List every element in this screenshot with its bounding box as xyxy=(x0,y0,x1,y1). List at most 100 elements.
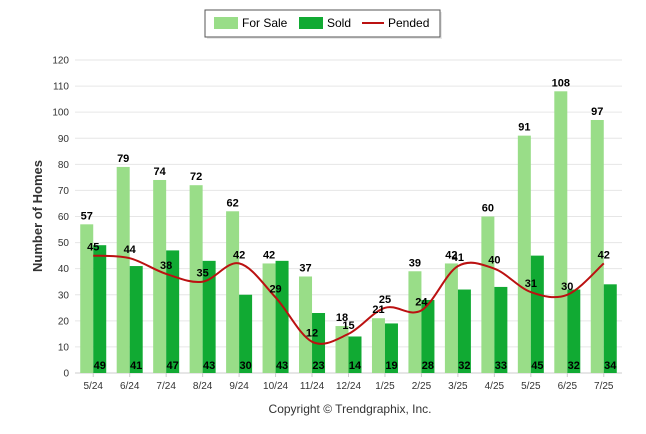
y-tick-label: 0 xyxy=(63,369,69,380)
data-label-for-sale: 60 xyxy=(482,203,494,215)
legend-swatch-for-sale xyxy=(214,17,238,29)
data-label-sold: 19 xyxy=(385,360,397,372)
pended-line xyxy=(93,254,605,345)
data-label-for-sale: 74 xyxy=(154,166,167,178)
bar-for-sale xyxy=(590,119,604,373)
data-label-pended: 38 xyxy=(160,260,172,272)
x-tick-label: 2/25 xyxy=(412,381,432,392)
bar-for-sale xyxy=(226,211,240,373)
x-tick-label: 1/25 xyxy=(375,381,395,392)
bar-for-sale xyxy=(371,318,385,373)
legend-label-sold: Sold xyxy=(327,16,351,30)
legend: For Sale Sold Pended xyxy=(204,9,442,39)
bar-sold xyxy=(93,245,107,373)
x-tick-label: 7/25 xyxy=(594,381,614,392)
data-label-sold: 49 xyxy=(94,360,106,372)
data-label-pended: 30 xyxy=(561,281,573,293)
data-label-pended: 31 xyxy=(525,278,537,290)
bar-for-sale xyxy=(189,185,203,373)
data-label-sold: 47 xyxy=(167,360,179,372)
data-label-for-sale: 62 xyxy=(226,197,238,209)
data-label-for-sale: 39 xyxy=(409,257,421,269)
data-label-sold: 32 xyxy=(458,360,470,372)
bar-sold xyxy=(567,289,581,373)
data-label-sold: 28 xyxy=(422,360,434,372)
data-label-for-sale: 18 xyxy=(336,312,348,324)
x-tick-label: 7/24 xyxy=(156,381,176,392)
data-label-pended: 42 xyxy=(598,249,610,261)
x-tick-label: 10/24 xyxy=(263,381,288,392)
data-label-for-sale: 57 xyxy=(81,210,93,222)
y-axis-title: Number of Homes xyxy=(30,160,45,272)
y-tick-label: 20 xyxy=(58,316,70,327)
data-label-pended: 15 xyxy=(342,320,354,332)
x-tick-label: 11/24 xyxy=(300,381,325,392)
y-tick-label: 60 xyxy=(58,212,70,223)
bars xyxy=(80,91,617,374)
data-label-sold: 41 xyxy=(130,360,142,372)
y-tick-label: 90 xyxy=(58,134,70,145)
legend-label-for-sale: For Sale xyxy=(242,16,288,30)
bar-for-sale xyxy=(153,179,167,373)
data-label-for-sale: 42 xyxy=(445,249,457,261)
data-label-pended: 45 xyxy=(87,242,99,254)
bar-for-sale xyxy=(481,216,495,373)
data-label-for-sale: 108 xyxy=(552,77,570,89)
x-tick-label: 5/25 xyxy=(521,381,541,392)
legend-swatch-sold xyxy=(299,17,323,29)
data-labels: 57 49 79 41 74 47 72 43 62 30 42 43 37 23 18 14 21 19 39 28… xyxy=(81,77,618,372)
copyright-credit: Copyright © Trendgraphix, Inc. xyxy=(269,402,432,416)
bar-for-sale xyxy=(444,263,458,373)
bar-sold xyxy=(530,255,544,373)
data-label-pended: 41 xyxy=(452,252,464,264)
y-tick-label: 30 xyxy=(58,290,70,301)
bar-sold xyxy=(457,289,471,373)
data-label-pended: 44 xyxy=(124,244,137,256)
data-label-sold: 23 xyxy=(312,360,324,372)
data-label-pended: 35 xyxy=(197,268,209,280)
y-tick-label: 40 xyxy=(58,264,70,275)
x-tick-label: 3/25 xyxy=(448,381,468,392)
bar-for-sale xyxy=(80,224,94,373)
bar-sold xyxy=(129,266,143,373)
data-label-for-sale: 21 xyxy=(372,304,384,316)
x-tick-label: 5/24 xyxy=(83,381,103,392)
data-label-sold: 43 xyxy=(276,360,288,372)
data-label-pended: 25 xyxy=(379,294,391,306)
data-label-for-sale: 37 xyxy=(299,262,311,274)
y-tick-label: 70 xyxy=(58,186,70,197)
x-tick-label: 6/25 xyxy=(558,381,578,392)
x-tick-label: 12/24 xyxy=(336,381,361,392)
bar-sold xyxy=(239,294,253,373)
data-label-sold: 30 xyxy=(239,360,251,372)
bar-sold xyxy=(166,250,180,373)
bar-sold xyxy=(348,336,362,373)
y-tick-label: 100 xyxy=(52,108,69,119)
y-tick-label: 120 xyxy=(52,56,69,67)
bar-for-sale xyxy=(116,166,130,373)
bar-sold xyxy=(494,286,508,373)
data-label-sold: 45 xyxy=(531,360,543,372)
data-label-pended: 42 xyxy=(233,249,245,261)
data-label-pended: 24 xyxy=(415,296,428,308)
x-tick-label: 4/25 xyxy=(485,381,505,392)
bar-sold xyxy=(421,299,435,373)
pended-line-group xyxy=(93,254,605,345)
bar-for-sale xyxy=(335,326,349,373)
y-tick-label: 50 xyxy=(58,238,70,249)
bar-sold xyxy=(384,323,398,373)
data-label-sold: 33 xyxy=(495,360,507,372)
x-axis-ticks: 5/24 6/24 7/24 8/24 9/24 10/24 11/24 12/24 1/25 2… xyxy=(83,373,614,392)
x-tick-label: 8/24 xyxy=(193,381,213,392)
y-axis-ticks: 0 10 20 30 40 50 60 70 80 90 100 110 120 xyxy=(52,56,69,380)
data-label-pended: 29 xyxy=(269,283,281,295)
legend-label-pended: Pended xyxy=(388,16,429,30)
y-tick-label: 10 xyxy=(58,342,70,353)
bar-for-sale xyxy=(408,271,422,373)
bar-for-sale xyxy=(262,263,276,373)
data-label-pended: 12 xyxy=(306,328,318,340)
bar-sold xyxy=(603,284,617,373)
data-label-for-sale: 79 xyxy=(117,153,129,165)
data-label-for-sale: 72 xyxy=(190,171,202,183)
